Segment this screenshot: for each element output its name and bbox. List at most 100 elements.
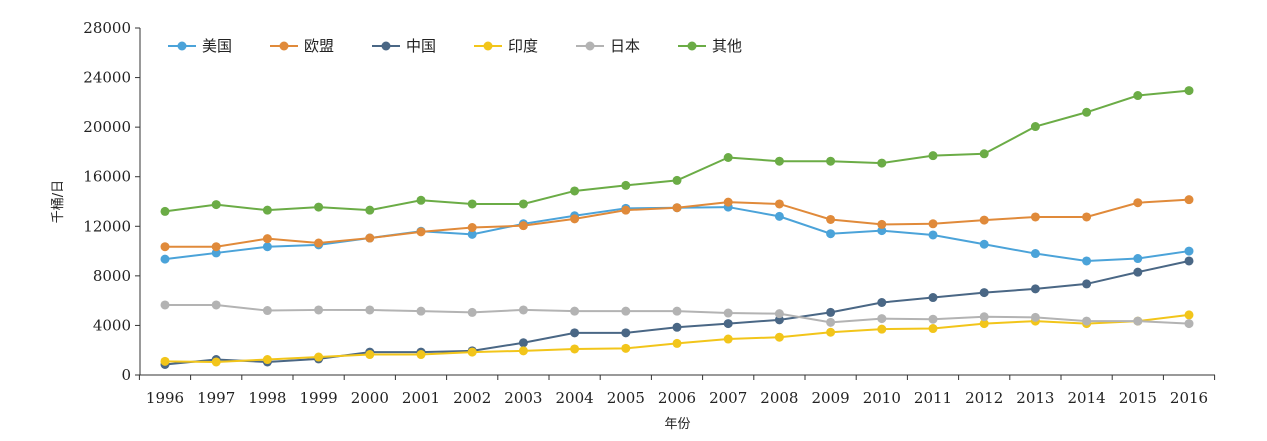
legend-item: 其他	[678, 37, 742, 55]
data-point	[1030, 249, 1040, 259]
data-point	[774, 199, 784, 209]
data-point	[1184, 195, 1194, 205]
data-point	[1082, 256, 1092, 266]
data-point	[1133, 91, 1143, 101]
data-point	[826, 307, 836, 317]
data-point	[621, 306, 631, 316]
data-point	[1184, 246, 1194, 256]
data-point	[877, 324, 887, 334]
data-point	[723, 319, 733, 329]
y-tick-label: 8000	[93, 267, 131, 285]
data-point	[774, 332, 784, 342]
data-point	[1133, 254, 1143, 264]
data-point	[979, 312, 989, 322]
x-tick-label: 2001	[402, 389, 440, 407]
data-point	[774, 315, 784, 325]
data-point	[723, 197, 733, 207]
y-tick-label: 0	[121, 366, 131, 384]
legend-label: 日本	[610, 37, 640, 55]
series-group	[160, 86, 1194, 369]
data-point	[826, 327, 836, 337]
x-tick-label: 1998	[248, 389, 286, 407]
data-point	[570, 214, 580, 224]
x-tick-label: 1997	[197, 389, 235, 407]
data-point	[672, 203, 682, 213]
legend-marker	[279, 41, 289, 51]
data-point	[672, 175, 682, 185]
data-point	[979, 215, 989, 225]
data-point	[877, 298, 887, 308]
data-point	[570, 328, 580, 338]
data-point	[262, 355, 272, 365]
data-point	[518, 221, 528, 231]
legend-marker	[687, 41, 697, 51]
legend-marker	[483, 41, 493, 51]
legend-label: 中国	[406, 37, 436, 55]
legend: 美国 欧盟 中国 印度 日本 其他	[168, 37, 742, 55]
data-point	[518, 346, 528, 356]
data-point	[262, 306, 272, 316]
data-point	[774, 309, 784, 319]
data-point	[314, 305, 324, 315]
x-tick-label: 2010	[863, 389, 901, 407]
data-point	[621, 328, 631, 338]
data-point	[1184, 86, 1194, 96]
data-point	[928, 314, 938, 324]
y-tick-label: 24000	[83, 69, 131, 87]
y-axis-title: 千桶/日	[51, 180, 66, 223]
legend-label: 美国	[202, 37, 232, 55]
data-point	[1184, 310, 1194, 320]
data-point	[467, 347, 477, 357]
x-tick-label: 1996	[146, 389, 184, 407]
data-point	[826, 317, 836, 327]
y-tick-label: 20000	[83, 118, 131, 136]
data-point	[1184, 319, 1194, 329]
x-tick-label: 2008	[760, 389, 798, 407]
data-point	[928, 230, 938, 240]
legend-marker	[585, 41, 595, 51]
data-point	[1030, 284, 1040, 294]
data-point	[621, 343, 631, 353]
x-tick-label: 2013	[1016, 389, 1054, 407]
x-tick-label: 2016	[1170, 389, 1208, 407]
series-2	[160, 195, 1194, 252]
legend-marker	[177, 41, 187, 51]
data-point	[314, 238, 324, 248]
data-point	[262, 234, 272, 244]
data-point	[774, 156, 784, 166]
data-point	[672, 338, 682, 348]
data-point	[1082, 316, 1092, 326]
data-point	[928, 293, 938, 303]
legend-label: 其他	[712, 37, 742, 55]
data-point	[928, 324, 938, 334]
data-point	[467, 223, 477, 233]
data-point	[211, 300, 221, 310]
data-point	[570, 344, 580, 354]
data-point	[979, 149, 989, 159]
series-line	[164, 89, 1190, 213]
data-point	[877, 158, 887, 168]
x-tick-label: 2000	[351, 389, 389, 407]
data-point	[467, 229, 477, 239]
data-point	[979, 288, 989, 298]
data-point	[211, 248, 221, 258]
x-tick-label: 2003	[504, 389, 542, 407]
series-5	[160, 300, 1194, 329]
data-point	[518, 338, 528, 348]
data-point	[262, 205, 272, 215]
data-point	[160, 242, 170, 252]
data-point	[672, 306, 682, 316]
y-tick-label: 16000	[83, 168, 131, 186]
data-point	[416, 306, 426, 316]
data-point	[1082, 212, 1092, 222]
data-point	[774, 211, 784, 221]
data-point	[160, 300, 170, 310]
x-tick-label: 2011	[914, 389, 952, 407]
legend-item: 欧盟	[270, 37, 334, 55]
series-6	[160, 86, 1194, 216]
data-point	[928, 151, 938, 161]
y-ticks: 0 4000 8000 12000 16000 20000 24000 28000	[83, 19, 140, 384]
data-point	[467, 307, 477, 317]
y-tick-label: 4000	[93, 316, 131, 334]
